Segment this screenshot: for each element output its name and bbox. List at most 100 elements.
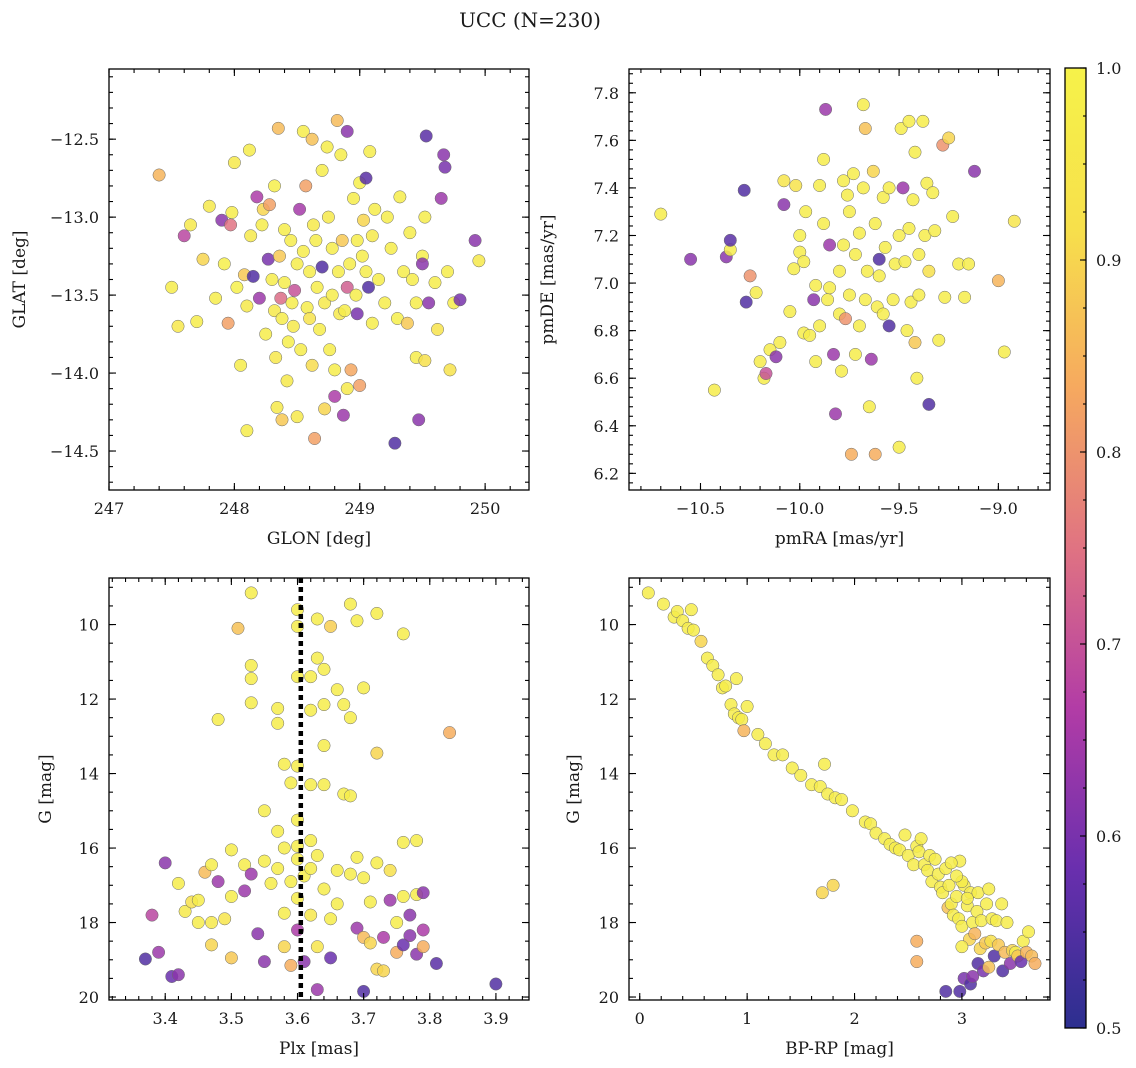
data-point: [171, 319, 185, 333]
x-tick-label: 250: [470, 499, 501, 518]
data-point: [431, 322, 444, 336]
data-point: [654, 207, 668, 221]
data-point: [443, 363, 457, 377]
data-point: [928, 852, 942, 866]
data-point: [837, 174, 850, 188]
data-point: [244, 672, 258, 686]
data-point: [968, 164, 981, 178]
data-point: [246, 269, 260, 283]
data-point: [269, 351, 283, 364]
data-point: [378, 296, 392, 310]
x-tick-label: 3.7: [351, 1009, 376, 1028]
data-point: [317, 698, 331, 712]
y-tick-label: 7.2: [594, 226, 619, 245]
data-point: [809, 278, 823, 292]
data-point: [365, 229, 379, 243]
data-point: [942, 131, 956, 145]
data-point: [304, 670, 318, 684]
x-tick-label: 0: [635, 1009, 645, 1028]
data-point: [858, 293, 872, 307]
data-point: [441, 265, 454, 279]
x-tick-label: 3.4: [152, 1009, 177, 1028]
data-point: [1022, 925, 1035, 939]
data-point: [349, 288, 363, 302]
data-point: [818, 757, 831, 771]
data-point: [308, 432, 322, 445]
data-point: [409, 296, 423, 310]
data-point: [403, 929, 417, 943]
y-tick-label: 20: [79, 988, 99, 1007]
data-point: [416, 886, 430, 900]
y-tick-label: 18: [599, 914, 619, 933]
data-point: [377, 964, 390, 978]
data-point: [310, 651, 324, 665]
data-point: [250, 190, 264, 204]
data-point: [310, 940, 324, 954]
data-point: [343, 867, 357, 881]
data-point: [405, 273, 419, 286]
data-point: [844, 447, 858, 461]
data-point: [145, 908, 159, 922]
data-point: [270, 400, 284, 414]
data-point: [823, 281, 837, 295]
data-point: [858, 122, 872, 135]
data-point: [285, 296, 299, 310]
data-point: [330, 114, 344, 127]
data-point: [813, 319, 827, 333]
data-point: [777, 174, 791, 188]
data-point: [753, 355, 767, 369]
axes-frame: [628, 577, 1051, 1001]
data-point: [974, 914, 988, 928]
data-point: [331, 265, 345, 279]
data-point: [898, 255, 912, 269]
data-point: [340, 124, 354, 138]
data-point: [472, 254, 486, 268]
data-point: [343, 789, 357, 803]
data-point: [809, 355, 823, 369]
data-point: [400, 316, 414, 330]
data-point: [328, 363, 342, 377]
data-point: [306, 218, 320, 232]
points: [654, 98, 1021, 461]
data-point: [396, 835, 410, 849]
data-point: [268, 179, 281, 193]
data-point: [165, 280, 179, 294]
data-point: [902, 114, 916, 128]
data-point: [740, 700, 754, 713]
data-point: [271, 121, 285, 135]
panel-pmra-pmde: −10.5 −10.0 −9.5 −9.0 6.2 6.4 6.6 6.8 7.0 7.2 7.4 7…: [538, 68, 1051, 549]
data-point: [271, 824, 285, 838]
data-point: [916, 114, 930, 128]
data-point: [397, 265, 411, 279]
data-point: [428, 276, 442, 290]
data-point: [225, 206, 239, 219]
data-point: [205, 916, 218, 929]
data-point: [343, 711, 357, 725]
data-point: [823, 238, 837, 252]
data-point: [922, 397, 936, 411]
data-point: [912, 288, 926, 302]
data-point: [991, 274, 1005, 288]
data-point: [244, 696, 258, 710]
data-point: [202, 199, 216, 213]
data-point: [284, 958, 298, 972]
data-point: [932, 333, 946, 347]
data-point: [234, 358, 248, 372]
data-point: [277, 940, 291, 954]
data-point: [317, 778, 331, 792]
colorbar-tick-label: 0.8: [1096, 443, 1121, 462]
data-point: [313, 322, 327, 336]
data-point: [330, 897, 344, 911]
data-point: [230, 280, 244, 294]
data-point: [769, 350, 783, 364]
data-point: [278, 276, 291, 290]
data-point: [920, 176, 934, 190]
data-point: [390, 916, 404, 929]
data-point: [357, 871, 371, 885]
panel-plx-g: 3.4 3.5 3.6 3.7 3.8 3.9 10 12 14 16 18 20 Plx [mas] G…: [36, 577, 530, 1059]
data-point: [363, 936, 377, 950]
data-point: [729, 672, 743, 686]
data-point: [953, 984, 967, 998]
data-point: [817, 152, 831, 166]
data-point: [743, 269, 757, 283]
